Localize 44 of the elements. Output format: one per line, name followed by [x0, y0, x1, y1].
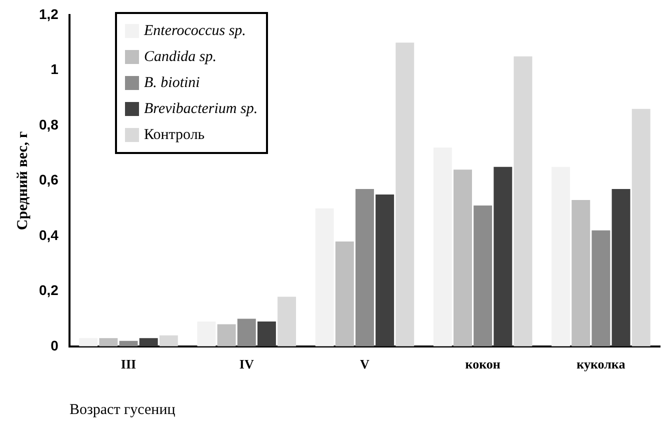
bar	[632, 108, 650, 346]
bar	[376, 194, 394, 346]
bar	[99, 338, 118, 346]
bar	[552, 166, 570, 346]
x-tick-label: V	[360, 356, 370, 372]
x-tick-label: куколка	[576, 356, 626, 372]
x-axis-title: Возраст гусениц	[69, 402, 176, 418]
legend-label: Brevibacterium sp.	[144, 100, 258, 119]
bar	[494, 166, 512, 346]
bar	[315, 208, 334, 346]
bar	[197, 322, 216, 346]
bar	[237, 318, 256, 346]
y-tick-label: 0,8	[38, 116, 59, 132]
bar	[612, 188, 630, 346]
legend-label: Candida sp.	[144, 48, 217, 67]
bar	[278, 296, 296, 346]
bar	[355, 188, 374, 346]
bar	[139, 338, 158, 346]
y-tick-label: 1,2	[38, 6, 59, 22]
bar	[217, 324, 236, 346]
bar	[454, 170, 472, 346]
bar	[257, 322, 276, 346]
y-tick-label: 0,6	[38, 172, 59, 188]
bar	[474, 206, 492, 346]
y-axis-title: Средний вес, г	[14, 131, 31, 230]
bar	[572, 200, 590, 346]
y-tick-label: 0	[50, 337, 59, 354]
y-tick-label: 0,4	[38, 226, 59, 243]
bar	[592, 230, 610, 346]
x-tick-label: III	[120, 356, 136, 372]
bar	[433, 148, 452, 346]
bar	[396, 42, 414, 346]
bar	[335, 241, 354, 346]
x-tick-label: кокон	[465, 356, 501, 372]
bar	[159, 335, 178, 346]
legend-label: Enterococcus sp.	[144, 22, 246, 41]
legend-label: B. biotini	[144, 74, 200, 93]
y-tick-label: 1	[50, 61, 59, 78]
y-tick-label: 0,2	[38, 282, 59, 298]
bar	[79, 338, 98, 346]
x-tick-label: IV	[239, 356, 254, 372]
bar	[514, 56, 532, 346]
legend-label: Контроль	[144, 126, 205, 145]
bar	[119, 340, 138, 346]
